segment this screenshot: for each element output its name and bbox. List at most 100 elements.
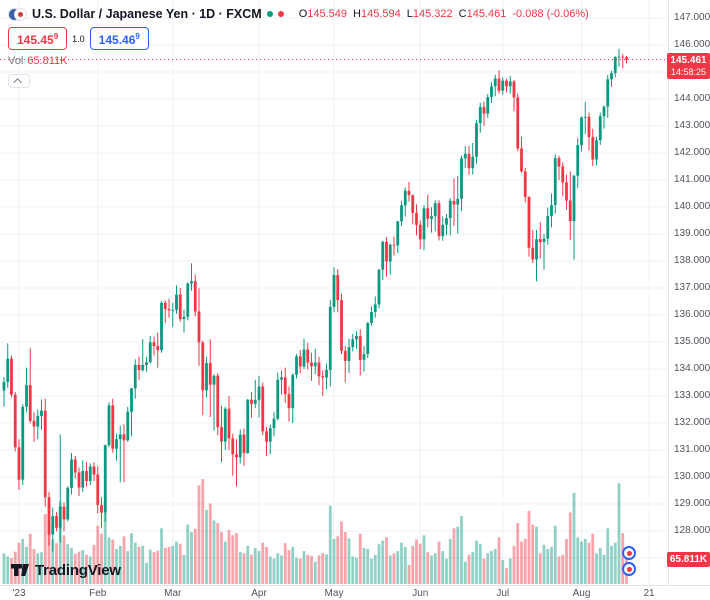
- candle-body: [13, 394, 17, 448]
- volume-bar: [351, 556, 355, 584]
- candle-body: [490, 86, 493, 98]
- candle-body: [602, 106, 606, 117]
- last-price-badge: 145.461 14:58:25: [667, 52, 710, 79]
- volume-bar: [501, 560, 505, 584]
- candle-body: [396, 221, 400, 246]
- volume-bar: [550, 546, 553, 584]
- price-axis-label: 134.000: [674, 363, 710, 374]
- low-label: L: [406, 8, 413, 20]
- volume-bar: [512, 545, 516, 584]
- candle-body: [257, 386, 261, 400]
- candle-body: [583, 116, 587, 118]
- collapse-panel-button[interactable]: [8, 74, 30, 88]
- candle-body: [606, 79, 610, 107]
- candle-body: [32, 420, 36, 427]
- volume-bar: [407, 564, 411, 584]
- volume-bar: [306, 554, 310, 584]
- volume-bar: [92, 544, 96, 584]
- candle-body: [235, 454, 238, 458]
- volume-bar: [471, 552, 475, 584]
- candle-body: [62, 506, 66, 520]
- candle-body: [302, 349, 306, 367]
- volume-bar: [358, 533, 362, 584]
- volume-bar: [227, 529, 231, 584]
- volume-bar: [186, 524, 190, 584]
- candle-body: [527, 197, 531, 248]
- symbol-title[interactable]: U.S. Dollar / Japanese Yen · 1D · FXCM: [32, 7, 262, 21]
- volume-bar: [137, 546, 141, 584]
- volume-bar: [561, 554, 565, 584]
- volume-bar: [467, 554, 471, 584]
- candle-body: [272, 418, 276, 429]
- candle-body: [535, 239, 538, 260]
- economic-event-icon[interactable]: [622, 546, 636, 560]
- volume-bar: [242, 553, 246, 584]
- time-axis[interactable]: '23 Feb Mar Apr May Jun Jul Aug 21: [0, 585, 710, 600]
- candle-body: [475, 123, 478, 157]
- candle-body: [92, 466, 96, 475]
- candle-body: [6, 358, 10, 382]
- price-axis[interactable]: 147.000146.000145.000144.000143.000142.0…: [668, 0, 710, 585]
- candle-body: [452, 200, 456, 205]
- candle-body: [373, 304, 377, 313]
- volume-bar: [568, 512, 572, 584]
- price-axis-label: 133.000: [674, 390, 710, 401]
- bid-ask-row: 145.459 1.0 145.469: [8, 27, 589, 50]
- volume-bar: [557, 556, 561, 584]
- chart-header: U.S. Dollar / Japanese Yen · 1D · FXCM O…: [8, 6, 589, 88]
- candle-body: [73, 459, 77, 473]
- volume-bar: [253, 547, 257, 584]
- candle-body: [242, 434, 246, 453]
- candle-body: [231, 438, 235, 455]
- candle-body: [591, 137, 595, 160]
- candle-body: [175, 294, 178, 310]
- ask-price: 145.46: [98, 33, 136, 47]
- candle-body: [2, 381, 6, 391]
- volume-bar: [610, 545, 613, 584]
- volume-bar: [160, 528, 163, 584]
- volume-bar: [77, 551, 81, 584]
- price-axis-label: 135.000: [674, 336, 710, 347]
- candle-body: [617, 56, 621, 58]
- volume-bar: [115, 549, 118, 584]
- candle-body: [445, 218, 448, 225]
- volume-bar: [426, 552, 430, 584]
- tradingview-logo[interactable]: TradingView: [10, 560, 121, 580]
- candle-body: [595, 140, 598, 160]
- candle-body: [51, 516, 55, 535]
- candle-body: [613, 56, 617, 74]
- buy-button[interactable]: 145.469: [89, 27, 149, 50]
- volume-bar: [430, 555, 433, 584]
- candle-body: [621, 56, 625, 58]
- volume-bar: [437, 541, 441, 584]
- volume-bar: [478, 543, 482, 584]
- economic-event-icon[interactable]: [622, 562, 636, 576]
- volume-bar: [591, 533, 595, 584]
- symbol-info-row: U.S. Dollar / Japanese Yen · 1D · FXCM O…: [8, 6, 589, 22]
- volume-bar: [460, 516, 463, 584]
- volume-bar: [272, 558, 276, 584]
- candle-body: [493, 78, 497, 87]
- candle-body: [400, 205, 403, 222]
- volume-bar: [96, 525, 100, 584]
- volume-bar: [403, 546, 407, 584]
- price-axis-label: 147.000: [674, 12, 710, 23]
- volume-bar: [553, 525, 557, 584]
- time-axis-label: Feb: [89, 588, 107, 599]
- open-value: 145.549: [307, 8, 348, 20]
- candle-body: [28, 385, 32, 421]
- candle-body: [291, 374, 295, 409]
- volume-bar: [538, 553, 542, 584]
- ohlc-readout: O 145.549 H 145.594 L 145.322 C 145.461 -0.0…: [293, 8, 589, 20]
- time-axis-label: Apr: [251, 588, 267, 599]
- price-axis-label: 140.000: [674, 201, 710, 212]
- volume-bar: [197, 485, 201, 584]
- candle-body: [298, 356, 302, 367]
- candle-body: [328, 306, 332, 370]
- candle-body: [565, 182, 568, 201]
- candle-body: [568, 200, 572, 222]
- candle-body: [58, 506, 62, 528]
- volume-bar: [62, 535, 66, 584]
- sell-button[interactable]: 145.459: [8, 27, 68, 50]
